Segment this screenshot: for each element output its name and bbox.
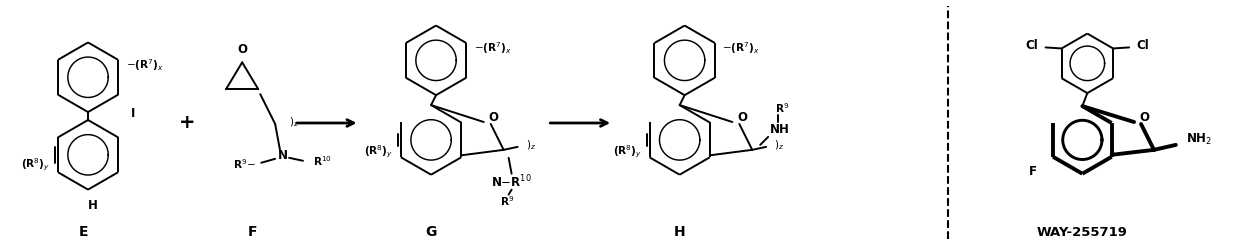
Text: $-$(R$^7$)$_x$: $-$(R$^7$)$_x$ [125,57,164,73]
Text: R$^9$: R$^9$ [500,195,513,208]
Text: NH$_2$: NH$_2$ [1185,132,1211,147]
Text: $-$(R$^7$)$_x$: $-$(R$^7$)$_x$ [723,40,760,56]
Text: Cl: Cl [1136,39,1148,52]
Text: (R$^8$)$_y$: (R$^8$)$_y$ [21,157,51,173]
Text: N: N [278,149,288,162]
Text: N$-$R$^{10}$: N$-$R$^{10}$ [491,173,532,190]
Text: )$_z$: )$_z$ [774,138,784,152]
Text: +: + [180,113,196,133]
Text: F: F [247,225,257,239]
Text: O: O [489,110,498,123]
Text: H: H [673,225,686,239]
Text: WAY-255719: WAY-255719 [1037,226,1128,239]
Text: NH: NH [770,123,790,136]
Text: I: I [130,107,135,120]
Text: (R$^8$)$_y$: (R$^8$)$_y$ [613,144,642,160]
Text: G: G [425,225,436,239]
Text: R$^9$: R$^9$ [775,101,790,115]
Text: R$^{10}$: R$^{10}$ [312,154,332,168]
Text: $-$(R$^7$)$_x$: $-$(R$^7$)$_x$ [474,40,511,56]
Text: R$^9$$-$: R$^9$$-$ [233,157,255,171]
Text: O: O [738,110,748,123]
Text: O: O [1140,110,1149,123]
Text: H: H [88,199,98,212]
Text: E: E [78,225,88,239]
Text: (R$^8$)$_y$: (R$^8$)$_y$ [365,144,393,160]
Text: F: F [1029,165,1037,178]
Text: O: O [237,43,247,56]
Text: )$_z$: )$_z$ [289,115,299,129]
Text: )$_z$: )$_z$ [526,138,536,152]
Text: Cl: Cl [1025,39,1039,52]
